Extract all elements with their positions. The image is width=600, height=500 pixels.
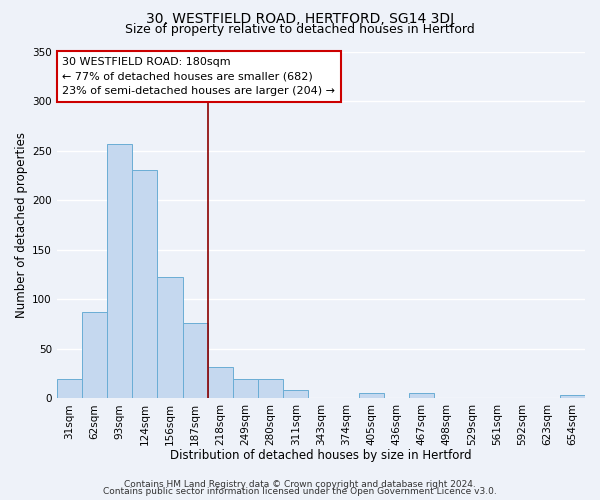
Text: 30, WESTFIELD ROAD, HERTFORD, SG14 3DJ: 30, WESTFIELD ROAD, HERTFORD, SG14 3DJ	[146, 12, 454, 26]
Bar	[107, 144, 132, 398]
Text: Contains HM Land Registry data © Crown copyright and database right 2024.: Contains HM Land Registry data © Crown c…	[124, 480, 476, 489]
Y-axis label: Number of detached properties: Number of detached properties	[15, 132, 28, 318]
Bar	[208, 366, 233, 398]
Bar	[182, 323, 208, 398]
Bar	[82, 312, 107, 398]
Bar	[132, 170, 157, 398]
Bar	[560, 396, 585, 398]
Text: 30 WESTFIELD ROAD: 180sqm
← 77% of detached houses are smaller (682)
23% of semi: 30 WESTFIELD ROAD: 180sqm ← 77% of detac…	[62, 56, 335, 96]
Bar	[57, 378, 82, 398]
Bar	[283, 390, 308, 398]
Bar	[359, 394, 384, 398]
Text: Size of property relative to detached houses in Hertford: Size of property relative to detached ho…	[125, 24, 475, 36]
Text: Contains public sector information licensed under the Open Government Licence v3: Contains public sector information licen…	[103, 488, 497, 496]
Bar	[157, 278, 182, 398]
Bar	[233, 378, 258, 398]
X-axis label: Distribution of detached houses by size in Hertford: Distribution of detached houses by size …	[170, 450, 472, 462]
Bar	[258, 378, 283, 398]
Bar	[409, 394, 434, 398]
